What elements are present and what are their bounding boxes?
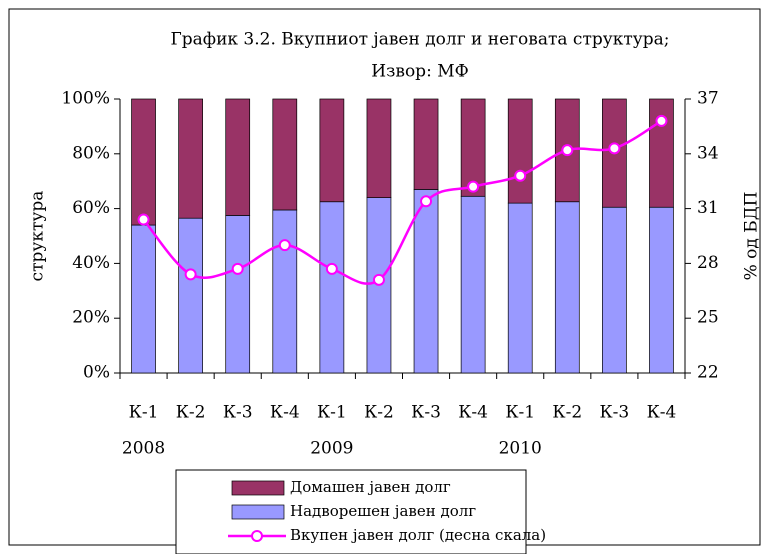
x-tick-label: К-2 bbox=[176, 403, 206, 423]
x-tick-label: К-1 bbox=[505, 403, 535, 423]
y2-tick-label: 37 bbox=[697, 89, 719, 109]
y-tick-label: 40% bbox=[72, 253, 110, 273]
y-tick-label: 60% bbox=[72, 198, 110, 218]
x-tick-label: К-3 bbox=[600, 403, 630, 423]
group-label: 2009 bbox=[310, 439, 353, 459]
line-marker bbox=[278, 239, 291, 252]
bar bbox=[554, 201, 580, 374]
bar bbox=[131, 224, 156, 374]
bar bbox=[178, 217, 203, 374]
line-marker bbox=[420, 195, 433, 208]
x-tick-label: К-2 bbox=[364, 403, 394, 423]
x-tick-label: К-2 bbox=[552, 403, 582, 423]
bar bbox=[225, 98, 251, 216]
line-marker bbox=[231, 262, 244, 275]
line-marker bbox=[184, 268, 197, 281]
x-tick-label: К-1 bbox=[129, 403, 159, 423]
group-label: 2008 bbox=[122, 439, 165, 459]
x-tick-label: К-1 bbox=[317, 403, 347, 423]
legend-swatch bbox=[231, 480, 285, 496]
y2-tick-label: 22 bbox=[697, 363, 719, 383]
legend-label: Надворешен јавен долг bbox=[290, 502, 476, 520]
bar bbox=[319, 201, 345, 374]
bar bbox=[460, 195, 486, 374]
bar bbox=[225, 215, 251, 374]
line-marker bbox=[608, 142, 621, 155]
bar bbox=[178, 98, 203, 219]
x-tick-label: К-3 bbox=[411, 403, 441, 423]
y2-tick-label: 25 bbox=[697, 308, 719, 328]
line-marker bbox=[137, 213, 150, 226]
bar bbox=[272, 209, 298, 374]
y-tick-label: 80% bbox=[72, 143, 110, 163]
legend-marker bbox=[251, 530, 263, 542]
y2-tick-label: 28 bbox=[697, 253, 719, 273]
bar bbox=[131, 98, 156, 226]
chart-subtitle: Извор: МФ bbox=[371, 62, 468, 82]
bar bbox=[366, 98, 392, 198]
bar bbox=[602, 206, 627, 374]
y-tick-label: 20% bbox=[72, 308, 110, 328]
y2-tick-label: 34 bbox=[697, 143, 719, 163]
chart-title: График 3.2. Вкупниот јавен долг и негова… bbox=[170, 30, 669, 50]
bar bbox=[460, 98, 486, 197]
x-tick-label: К-4 bbox=[458, 403, 488, 423]
y-axis-label: структура bbox=[28, 191, 48, 282]
x-tick-label: К-3 bbox=[223, 403, 253, 423]
y-tick-label: 0% bbox=[83, 363, 110, 383]
group-label: 2010 bbox=[499, 439, 542, 459]
legend-swatch bbox=[231, 504, 285, 520]
bar bbox=[507, 202, 533, 374]
line-marker bbox=[514, 169, 527, 182]
line-marker bbox=[325, 262, 338, 275]
x-tick-label: К-4 bbox=[270, 403, 300, 423]
y2-axis-label: % од БДП bbox=[742, 192, 762, 281]
bar bbox=[413, 98, 439, 190]
line-marker bbox=[467, 180, 480, 193]
line-marker bbox=[372, 273, 385, 286]
bar bbox=[413, 189, 439, 374]
y2-tick-label: 31 bbox=[697, 198, 719, 218]
bar bbox=[649, 206, 674, 374]
y-tick-label: 100% bbox=[61, 89, 110, 109]
legend-label: Вкупен јавен долг (десна скала) bbox=[290, 526, 546, 544]
line-marker bbox=[655, 114, 668, 127]
bar bbox=[272, 98, 298, 211]
x-tick-label: К-4 bbox=[647, 403, 677, 423]
bar bbox=[507, 98, 533, 204]
bar bbox=[319, 98, 345, 203]
line-marker bbox=[561, 144, 574, 157]
legend-label: Домашен јавен долг bbox=[290, 478, 451, 496]
